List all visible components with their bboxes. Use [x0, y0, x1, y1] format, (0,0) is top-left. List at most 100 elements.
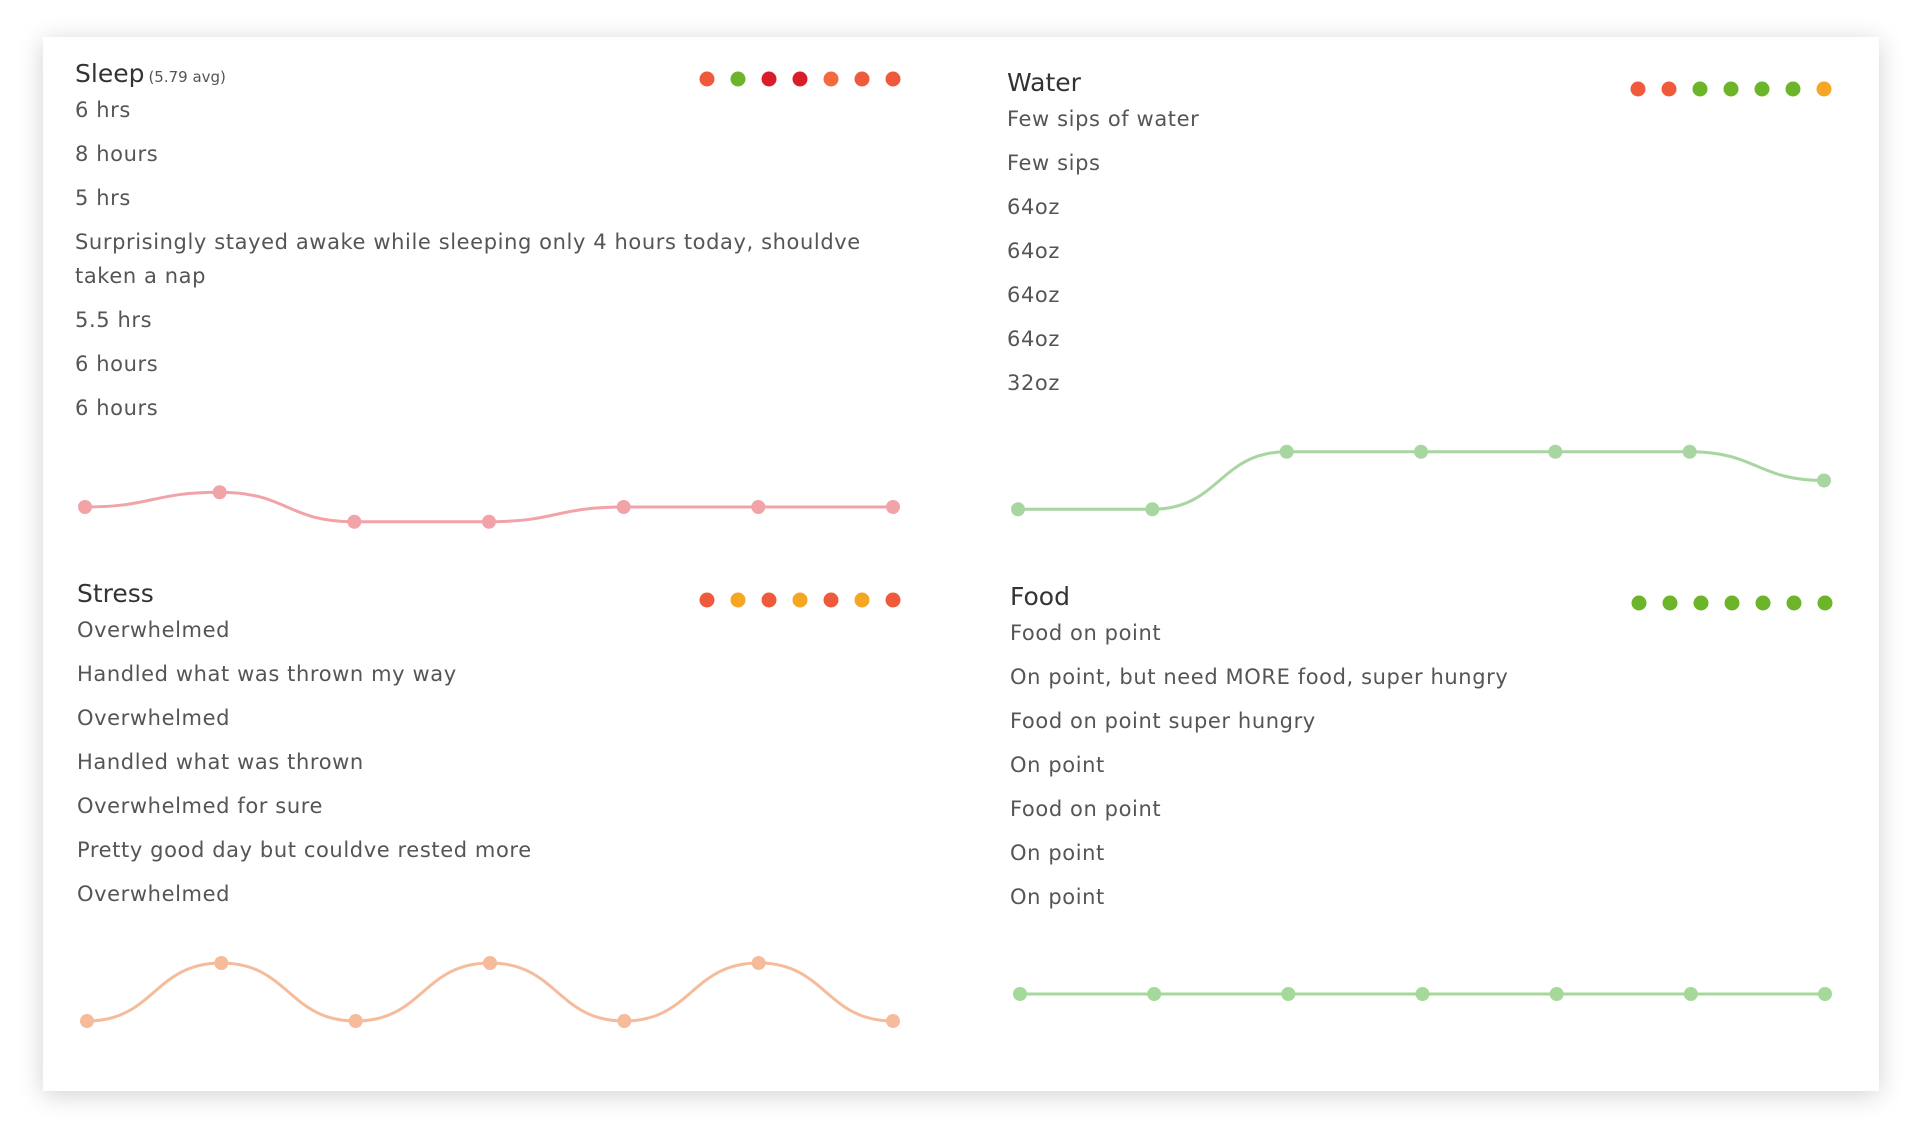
rating-dot: [730, 592, 746, 608]
entry: Few sips of water: [1007, 107, 1200, 131]
rating-dot: [1631, 595, 1647, 611]
sparkline-point: [1548, 444, 1563, 459]
sparkline-point: [78, 500, 92, 514]
sparkline-point: [886, 1014, 900, 1028]
sparkline-point: [483, 956, 497, 970]
entry: Overwhelmed: [77, 618, 231, 642]
sparkline-point: [214, 956, 229, 970]
rating-dot: [1754, 81, 1770, 97]
sparkline-point: [1013, 987, 1027, 1001]
panel: Stress Overwhelmed Handled what was thrown…: [77, 575, 917, 921]
panel-title: Sleep: [75, 59, 145, 88]
sparkline-point: [751, 500, 766, 514]
rating-dot: [1723, 81, 1739, 97]
sparkline-point: [1147, 987, 1162, 1001]
entry: On point: [1010, 753, 1105, 777]
entry: Overwhelmed: [77, 706, 231, 730]
entry: Overwhelmed: [77, 882, 231, 906]
panel-title: Stress: [77, 579, 154, 608]
panel-title-row: Water: [1007, 64, 1847, 102]
panel: Food Food on point On point, but need MORE…: [1010, 578, 1850, 924]
sparkline-point: [751, 956, 766, 970]
rating-dot: [1661, 81, 1677, 97]
panel-title-row: Sleep (5.79 avg): [75, 55, 915, 93]
rating-dot: [1785, 81, 1801, 97]
sparkline-point: [348, 1014, 363, 1028]
entry: Handled what was thrown: [77, 750, 364, 774]
entry: 5.5 hrs: [75, 308, 153, 332]
panel-title: Food: [1010, 582, 1070, 611]
entry: 5 hrs: [75, 186, 131, 210]
sparkline-point: [1818, 987, 1832, 1001]
rating-dot: [1755, 595, 1771, 611]
entry: On point: [1010, 885, 1105, 909]
entry: On point, but need MORE food, super hung…: [1010, 665, 1509, 689]
entry: 8 hours: [75, 142, 159, 166]
rating-dot: [730, 71, 746, 87]
entry: 64oz: [1007, 283, 1060, 307]
sparkline-point: [1817, 473, 1831, 488]
entry: 64oz: [1007, 195, 1060, 219]
entry: 6 hrs: [75, 98, 131, 122]
rating-dot: [1662, 595, 1678, 611]
entry: Food on point super hungry: [1010, 709, 1316, 733]
sparkline-point: [616, 500, 631, 514]
sparkline-point: [212, 485, 227, 500]
rating-dot: [885, 592, 901, 608]
sparkline-point: [1549, 987, 1564, 1001]
panel: Sleep (5.79 avg) 6 hrs 8 hours 5 hrs Surprisi…: [75, 55, 915, 435]
rating-dot: [1817, 595, 1833, 611]
rating-dot: [1692, 81, 1708, 97]
rating-dot: [699, 592, 715, 608]
entry: 6 hours: [75, 396, 159, 420]
sparkline-point: [886, 500, 900, 514]
sparkline-point: [617, 1014, 632, 1028]
sparkline-point: [80, 1014, 94, 1028]
entry: Handled what was thrown my way: [77, 662, 457, 686]
rating-dot: [1630, 81, 1646, 97]
sparkline-point: [1682, 444, 1697, 459]
sparkline: [86, 961, 894, 1023]
entry: On point: [1010, 841, 1105, 865]
sparkline-point: [1011, 502, 1025, 517]
entry: Few sips: [1007, 151, 1101, 175]
rating-dot: [1724, 595, 1740, 611]
entry: Food on point: [1010, 797, 1162, 821]
rating-dot: [792, 71, 808, 87]
sparkline-point: [1414, 444, 1428, 459]
sparkline: [1018, 450, 1825, 511]
sparkline-point: [1415, 987, 1430, 1001]
sparkline-point: [1145, 502, 1160, 517]
panel-title-row: Food: [1010, 578, 1850, 616]
rating-dot: [761, 592, 777, 608]
rating-dot: [1786, 595, 1802, 611]
entry: 64oz: [1007, 239, 1060, 263]
rating-dot: [854, 592, 870, 608]
sparkline-point: [347, 514, 362, 529]
entry: Overwhelmed for sure: [77, 794, 324, 818]
rating-dot: [792, 592, 808, 608]
rating-dot: [854, 71, 870, 87]
rating-dot: [885, 71, 901, 87]
entry: 64oz: [1007, 327, 1060, 351]
rating-dot: [823, 71, 839, 87]
panel-title: Water: [1007, 68, 1081, 97]
sparkline-point: [482, 514, 496, 529]
rating-dot: [1816, 81, 1832, 97]
card: [43, 37, 1879, 1091]
rating-dot: [761, 71, 777, 87]
entry: Surprisingly stayed awake while sleeping…: [75, 230, 861, 288]
sparkline-point: [1281, 987, 1296, 1001]
sparkline-point: [1279, 444, 1294, 459]
panel-title-row: Stress: [77, 575, 917, 613]
sparkline-point: [1683, 987, 1698, 1001]
panel-subtitle: (5.79 avg): [148, 68, 226, 86]
entry: 6 hours: [75, 352, 159, 376]
entry: Pretty good day but couldve rested more: [77, 838, 532, 862]
panel: Water Few sips of water Few sips 64oz 64oz 64…: [1007, 64, 1847, 410]
entry: Food on point: [1010, 621, 1162, 645]
rating-dot: [699, 71, 715, 87]
rating-dot: [823, 592, 839, 608]
